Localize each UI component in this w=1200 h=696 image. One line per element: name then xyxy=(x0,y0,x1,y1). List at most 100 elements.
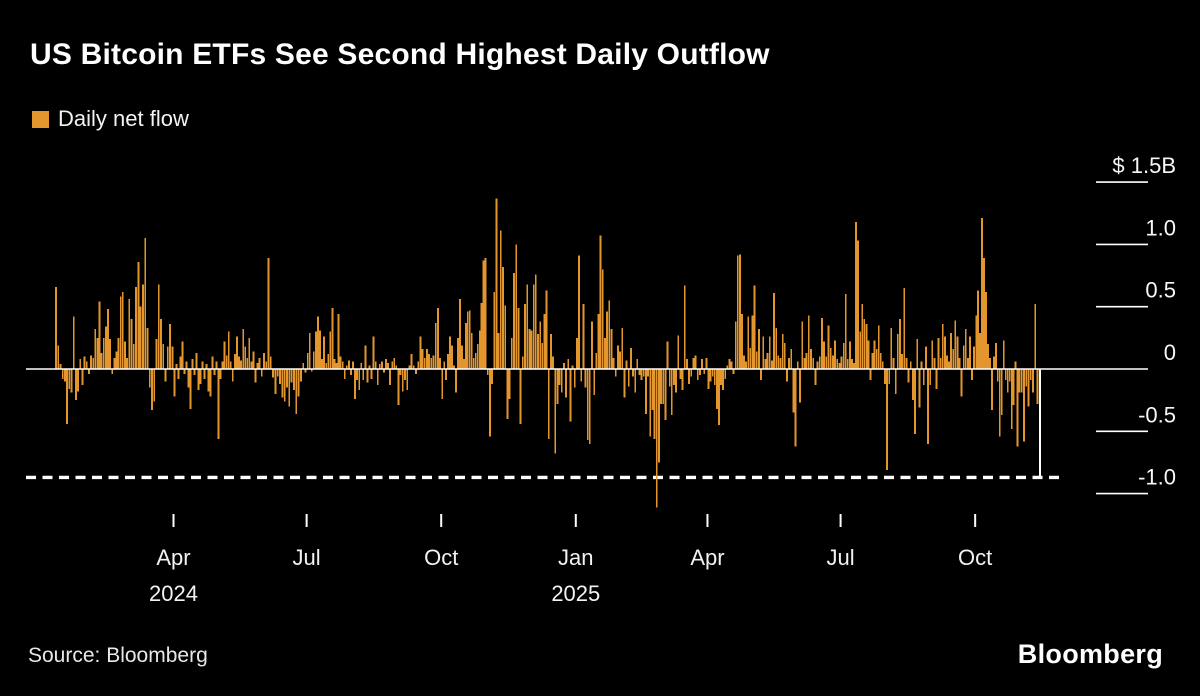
bar-daily-net-flow xyxy=(591,321,593,369)
bar-daily-net-flow xyxy=(254,369,257,383)
bar-daily-net-flow xyxy=(437,307,439,369)
bar-daily-net-flow xyxy=(1034,304,1037,369)
bar-daily-net-flow xyxy=(132,344,135,369)
bar-daily-net-flow xyxy=(335,362,338,369)
bar-daily-net-flow xyxy=(339,356,342,369)
y-tick-label: -0.5 xyxy=(1138,402,1176,427)
bar-daily-net-flow xyxy=(939,357,942,369)
bar-daily-net-flow xyxy=(690,369,693,377)
bar-daily-net-flow xyxy=(886,369,888,470)
bar-daily-net-flow xyxy=(869,369,872,381)
bar-daily-net-flow xyxy=(205,364,208,369)
bar-daily-net-flow xyxy=(288,369,291,407)
y-tick-label: 0.5 xyxy=(1145,278,1176,303)
bar-daily-net-flow xyxy=(645,369,647,414)
bar-daily-net-flow xyxy=(260,369,263,377)
bar-daily-net-flow xyxy=(193,369,196,376)
bar-daily-net-flow xyxy=(141,284,144,369)
bar-daily-net-flow xyxy=(171,346,174,369)
bar-daily-net-flow xyxy=(905,357,908,369)
bloomberg-logo: Bloomberg xyxy=(1017,639,1163,669)
bar-daily-net-flow xyxy=(455,369,457,393)
legend-swatch-daily-net-flow xyxy=(32,110,49,128)
bar-daily-net-flow xyxy=(745,361,748,369)
bar-daily-net-flow xyxy=(337,314,340,369)
bar-daily-net-flow xyxy=(410,354,413,369)
bar-daily-net-flow xyxy=(476,344,479,369)
bar-daily-net-flow xyxy=(395,365,398,369)
bar-latest-outflow xyxy=(1038,369,1041,478)
bar-daily-net-flow xyxy=(604,337,606,369)
bar-daily-net-flow xyxy=(262,352,265,369)
bar-daily-net-flow xyxy=(231,369,234,382)
bar-daily-net-flow xyxy=(102,337,105,369)
bar-daily-net-flow xyxy=(215,361,218,369)
bar-daily-net-flow xyxy=(625,360,628,369)
x-tick-label: Oct xyxy=(958,545,992,570)
bar-daily-net-flow xyxy=(319,330,321,369)
bar-daily-net-flow xyxy=(718,369,720,426)
bar-daily-net-flow xyxy=(482,260,485,369)
bar-daily-net-flow xyxy=(364,345,367,369)
bar-daily-net-flow xyxy=(213,369,216,376)
bar-daily-net-flow xyxy=(728,359,731,369)
bar-daily-net-flow xyxy=(426,349,428,369)
bar-daily-net-flow xyxy=(867,340,870,369)
bar-daily-net-flow xyxy=(404,369,406,381)
bar-daily-net-flow xyxy=(903,288,906,369)
bar-daily-net-flow xyxy=(329,331,332,369)
bar-daily-net-flow xyxy=(762,336,765,369)
bar-daily-net-flow xyxy=(593,369,596,396)
bar-daily-net-flow xyxy=(621,327,624,369)
bar-daily-net-flow xyxy=(248,337,251,369)
bar-daily-net-flow xyxy=(175,364,178,369)
bar-daily-net-flow xyxy=(807,315,810,369)
bar-daily-net-flow xyxy=(666,341,669,369)
bar-daily-net-flow xyxy=(935,369,938,389)
bar-daily-net-flow xyxy=(877,325,880,369)
bar-daily-net-flow xyxy=(677,335,680,369)
bar-daily-net-flow xyxy=(651,369,654,411)
bar-daily-net-flow xyxy=(812,357,815,369)
bar-daily-net-flow xyxy=(792,369,795,413)
bar-daily-net-flow xyxy=(777,355,780,369)
bar-daily-net-flow xyxy=(608,300,611,369)
bar-daily-net-flow xyxy=(252,351,255,369)
bar-daily-net-flow xyxy=(219,369,222,379)
bar-daily-net-flow xyxy=(451,345,453,369)
bar-daily-net-flow xyxy=(836,359,839,369)
bar-daily-net-flow xyxy=(715,369,718,409)
bar-daily-net-flow xyxy=(521,356,524,369)
bar-daily-net-flow xyxy=(378,364,381,369)
bar-daily-net-flow xyxy=(927,369,929,444)
bar-daily-net-flow xyxy=(724,369,727,379)
bar-daily-net-flow xyxy=(1020,369,1023,393)
bar-daily-net-flow xyxy=(510,337,513,369)
bar-daily-net-flow xyxy=(766,352,769,369)
bar-daily-net-flow xyxy=(705,357,708,369)
bar-daily-net-flow xyxy=(203,369,206,379)
bar-daily-net-flow xyxy=(417,361,420,369)
bar-daily-net-flow xyxy=(484,258,487,369)
bar-daily-net-flow xyxy=(55,286,57,369)
bar-daily-net-flow xyxy=(211,356,214,369)
bar-daily-net-flow xyxy=(240,360,242,369)
bar-daily-net-flow xyxy=(888,369,891,384)
bar-daily-net-flow xyxy=(713,369,716,386)
bar-daily-net-flow xyxy=(113,357,116,369)
bar-daily-net-flow xyxy=(199,369,202,384)
bar-daily-net-flow xyxy=(434,322,437,369)
bar-daily-net-flow xyxy=(991,369,993,411)
bar-daily-net-flow xyxy=(109,339,112,369)
bar-daily-net-flow xyxy=(372,336,375,369)
bar-daily-net-flow xyxy=(747,316,750,369)
bar-daily-net-flow xyxy=(770,360,773,369)
bar-daily-net-flow xyxy=(892,357,895,369)
bar-daily-net-flow xyxy=(221,361,224,369)
bar-daily-net-flow xyxy=(720,369,722,386)
bar-daily-net-flow xyxy=(642,369,645,377)
bar-daily-net-flow xyxy=(881,361,884,369)
bar-daily-net-flow xyxy=(128,299,131,369)
